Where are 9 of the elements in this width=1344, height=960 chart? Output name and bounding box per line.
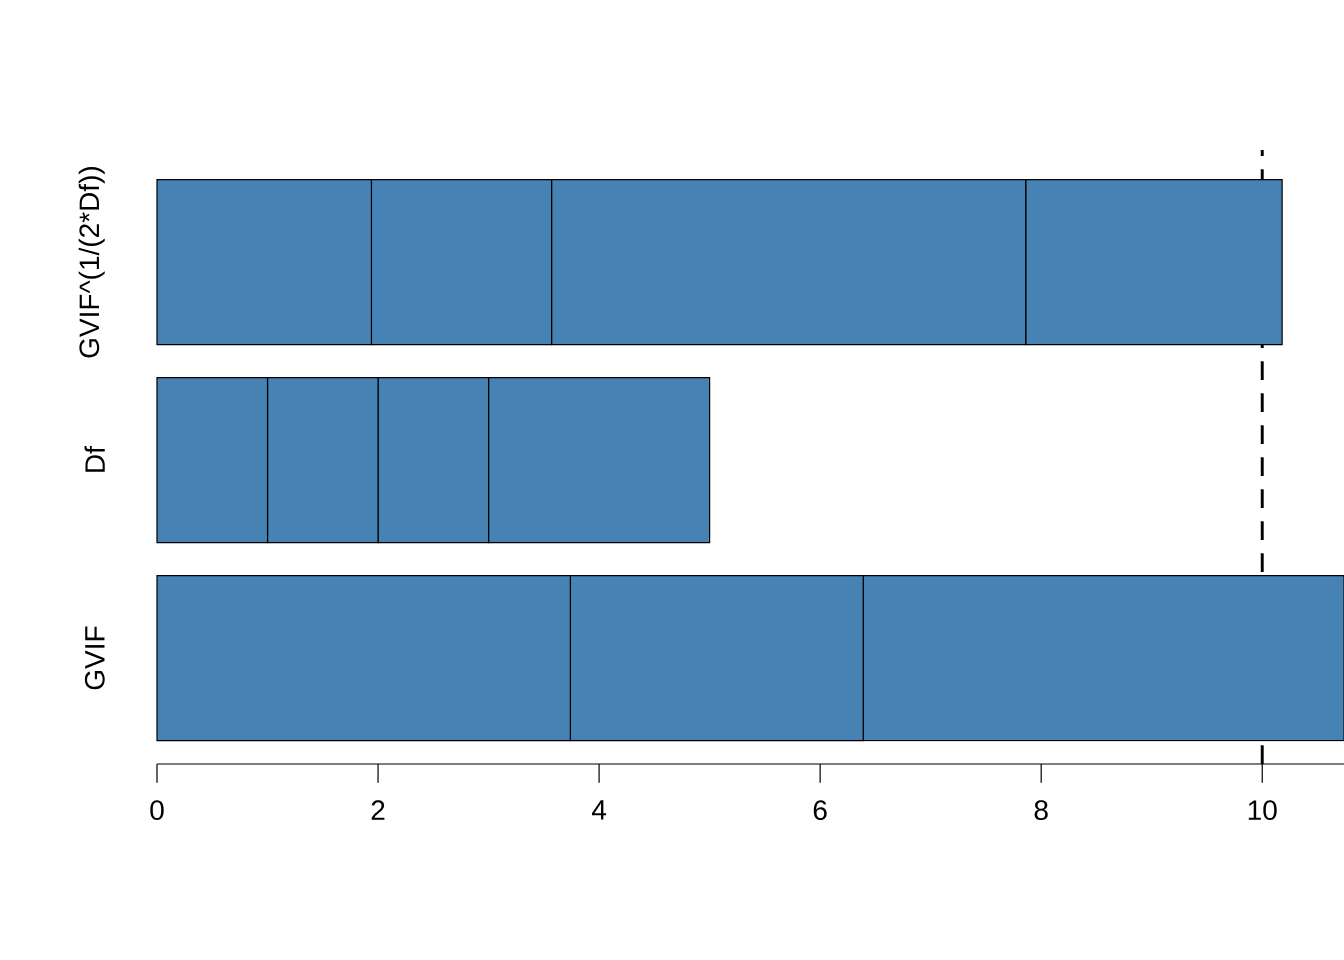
x-tick-label: 4	[591, 800, 607, 820]
y-tick-label: GVIF^(1/(2*Df))	[78, 167, 105, 358]
x-tick-label: 6	[813, 800, 827, 821]
x-tick-label: 8	[1034, 800, 1048, 821]
x-tick-label: 10	[1248, 800, 1277, 821]
x-tick-label: 2	[371, 800, 385, 820]
y-tick-label: GVIF	[84, 626, 105, 690]
y-tick-label: Df	[84, 446, 105, 472]
x-tick-label: 0	[150, 800, 164, 821]
